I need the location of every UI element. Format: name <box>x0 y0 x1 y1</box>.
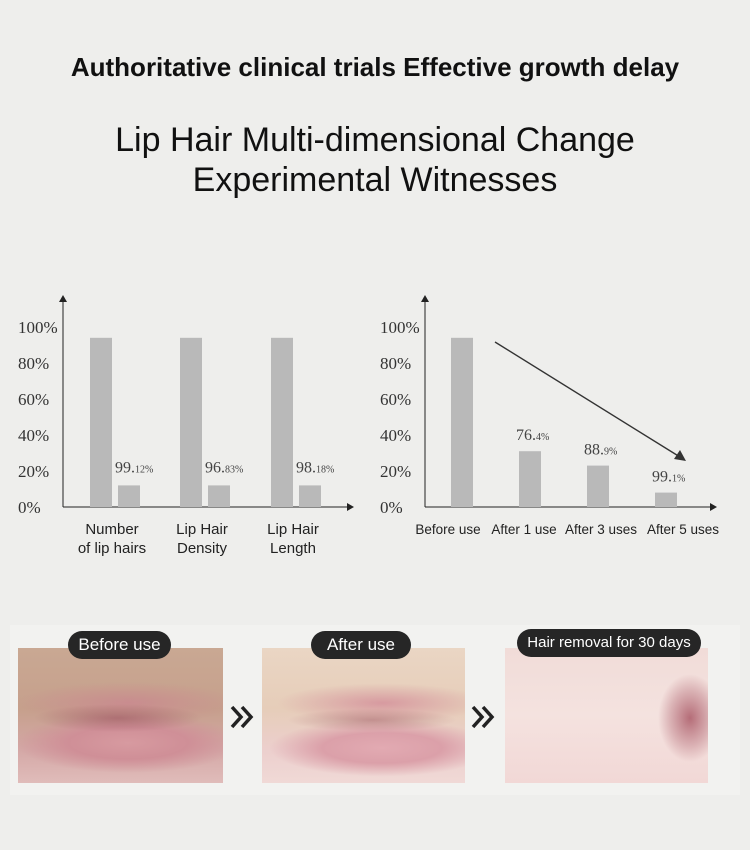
thirty-days-tag: Hair removal for 30 days <box>517 629 701 657</box>
bar-after-2 <box>208 485 230 507</box>
y-tick-label-2: 60% <box>380 390 411 409</box>
after-use-photo <box>262 648 465 783</box>
bar-before-2 <box>180 337 202 507</box>
y-tick-label-2: 0% <box>380 498 403 517</box>
bar-before-3 <box>271 337 293 507</box>
data-label-sub: 18% <box>316 464 334 475</box>
headline: Authoritative clinical trials Effective … <box>70 52 680 82</box>
bar-1 <box>451 337 473 507</box>
before-use-tag: Before use <box>68 631 171 659</box>
data-label-sub: 9% <box>604 447 617 458</box>
bar-before-1 <box>90 337 112 507</box>
bar-after-3 <box>299 485 321 507</box>
title-line-1: Lip Hair Multi-dimensional Change <box>115 121 635 159</box>
y-tick-label-1: 60% <box>18 390 49 409</box>
data-label-sub: 12% <box>135 464 153 475</box>
category-label: Number <box>85 521 138 538</box>
category-label: Length <box>270 540 316 557</box>
double-chevron-right-icon <box>471 705 495 729</box>
data-label-sub: 83% <box>225 464 243 475</box>
bar-3 <box>587 465 609 507</box>
y-axis-arrow-2 <box>421 295 429 302</box>
data-label-2: 99.1% <box>652 469 685 486</box>
bar-after-1 <box>118 485 140 507</box>
trend-arrow-line <box>494 341 681 458</box>
category-label: After 1 use <box>491 522 556 537</box>
category-label: Before use <box>415 522 480 537</box>
y-tick-label-2: 40% <box>380 426 411 445</box>
after-use-tag: After use <box>311 631 411 659</box>
y-tick-label-1: 40% <box>18 426 49 445</box>
charts-area: 100% 80% 60% 40% 20% 0% 99.12% Number of lip hai… <box>18 295 719 557</box>
category-label: Lip Hair <box>176 521 228 538</box>
y-tick-label-1: 20% <box>18 462 49 481</box>
data-label-2: 88.9% <box>584 442 617 459</box>
y-tick-label-2: 20% <box>380 462 411 481</box>
bar-2 <box>519 451 541 507</box>
data-label-1: 98.18% <box>296 459 334 476</box>
data-label-1: 99.12% <box>115 459 153 476</box>
page-title: Lip Hair Multi-dimensional Change Experi… <box>0 120 750 200</box>
category-label: After 3 uses <box>565 522 637 537</box>
title-line-2: Experimental Witnesses <box>192 161 558 199</box>
y-tick-label-1: 100% <box>18 318 58 337</box>
data-label-sub: 1% <box>672 474 685 485</box>
category-label: of lip hairs <box>78 540 146 557</box>
y-tick-label-2: 80% <box>380 354 411 373</box>
x-axis-arrow-1 <box>347 503 354 511</box>
data-label-1: 96.83% <box>205 459 243 476</box>
data-label-2: 76.4% <box>516 427 549 444</box>
y-tick-label-1: 80% <box>18 354 49 373</box>
x-axis-arrow-2 <box>710 503 717 511</box>
category-label: Density <box>177 540 228 557</box>
thirty-days-photo <box>505 648 708 783</box>
before-use-photo <box>18 648 223 783</box>
double-chevron-right-icon <box>230 705 254 729</box>
trend-arrow-head <box>674 450 686 461</box>
bar-4 <box>655 492 677 507</box>
data-label-sub: 4% <box>536 432 549 443</box>
y-axis-arrow-1 <box>59 295 67 302</box>
category-label: After 5 uses <box>647 522 719 537</box>
y-tick-label-1: 0% <box>18 498 41 517</box>
y-tick-label-2: 100% <box>380 318 420 337</box>
category-label: Lip Hair <box>267 521 319 538</box>
